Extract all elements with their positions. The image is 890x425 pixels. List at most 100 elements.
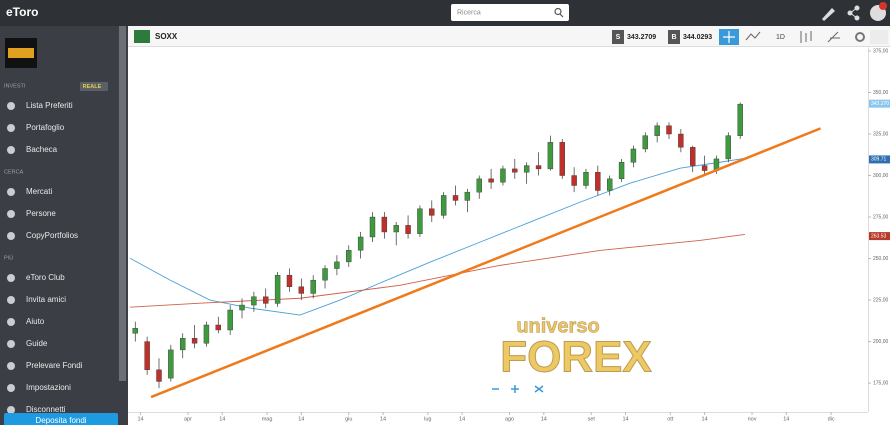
watermark: universo FOREX [500,315,653,382]
menu-icon [7,296,15,304]
profile-image-detail [8,48,34,58]
buy-label[interactable]: B [671,34,676,41]
price-marker [869,232,890,241]
price-marker-label: 309.71 [871,157,887,163]
settings-icon[interactable] [855,32,865,42]
candle-body [381,216,388,233]
y-tick-label: 350,00 [873,90,889,96]
y-tick-label: 250,00 [873,256,889,262]
candle-body [583,172,589,186]
menu-item[interactable]: Impostazioni [26,383,71,392]
deposit-button-label[interactable]: Deposita fondi [35,416,86,425]
edit-icon[interactable] [822,8,835,21]
y-tick-label: 325,00 [873,131,889,137]
candle-body [464,191,471,201]
y-tick-label: 275,00 [873,214,889,220]
menu-item[interactable]: Portafoglio [26,123,65,132]
share-icon[interactable] [847,5,860,21]
indicator-icon[interactable] [827,31,840,43]
x-tick-label: lug [424,416,431,422]
candle-body [440,195,447,216]
menu-item[interactable]: Prelevare Fondi [26,361,83,370]
menu-item[interactable]: Lista Preferiti [26,101,73,110]
y-tick-label: 375,00 [873,48,889,54]
sell-price[interactable]: 343.2709 [627,34,656,41]
candle-body [369,216,376,238]
menu-item[interactable]: CopyPortfolios [26,231,78,240]
candle-body [690,147,696,166]
menu-icon [7,406,15,414]
section-title: INVESTI [4,83,26,89]
candle-body [547,142,554,170]
menu-icon [7,146,15,154]
buy-badge[interactable] [668,30,680,44]
symbol: SOXX [155,32,178,41]
header-tab[interactable] [870,30,888,44]
scrollbar[interactable] [119,26,126,381]
x-tick-label: 14 [459,416,465,422]
candle-body [251,296,257,306]
x-tick-label: set [588,416,596,422]
x-tick-label: 14 [622,416,628,422]
menu-icon [7,232,15,240]
notification-badge[interactable] [879,2,887,10]
menu-item[interactable]: Invita amici [26,295,66,304]
candle-body [618,162,625,180]
menu-item[interactable]: Disconnetti [26,405,66,414]
sell-badge[interactable] [612,30,624,44]
menu-icon [7,102,15,110]
watermark-line1: universo [516,315,599,337]
candle-body [227,309,233,331]
search-icon[interactable] [554,7,562,16]
candle-body [144,341,150,371]
menu-item[interactable]: Persone [26,209,56,218]
trendline [150,127,822,399]
deposit-button[interactable] [4,413,118,425]
account-mode-badge[interactable] [80,82,108,91]
candle-body [678,133,684,148]
candle-body [630,148,637,163]
account-mode[interactable]: REALE [83,84,102,90]
y-tick-label: 225,00 [873,297,889,303]
candle-body [156,369,162,382]
x-tick-label: ott [667,416,674,422]
candle-body [417,208,423,234]
buy-price[interactable]: 344.0293 [683,34,712,41]
candle-body [239,304,245,311]
timeframe[interactable]: 1D [776,34,785,41]
menu-icon [7,274,15,282]
candle-body [571,175,577,186]
candle-body [203,324,210,344]
draw-tool-icon[interactable] [745,31,761,41]
logo[interactable]: eToro [6,5,38,19]
menu-icon [7,318,15,326]
x-tick-label: dic [828,416,835,422]
candle-body [286,274,293,287]
menu-item[interactable]: Mercati [26,187,52,196]
candle-body [607,178,613,191]
candle-body [559,142,565,176]
menu-item[interactable]: eToro Club [26,273,65,282]
search-box[interactable] [451,4,569,21]
menu-icon [7,188,15,196]
candle-body [132,328,138,334]
menu-item[interactable]: Aiuto [26,317,45,326]
candle-body [725,135,732,160]
x-tick-label: 14 [380,416,386,422]
search-placeholder[interactable]: Ricerca [457,9,481,16]
zoom-reset[interactable] [534,385,544,393]
menu-item[interactable]: Guide [26,339,48,348]
candle-body [737,103,743,136]
candle-body [429,208,435,216]
y-tick-label: 200,00 [873,339,889,345]
chart-type-icon[interactable] [800,31,812,43]
candle-body [346,250,352,263]
menu-icon [7,340,15,348]
menu-item[interactable]: Bacheca [26,145,58,154]
candle-body [263,296,269,304]
sell-label[interactable]: S [616,34,621,41]
chart-area [128,47,890,425]
share-line [849,12,858,19]
